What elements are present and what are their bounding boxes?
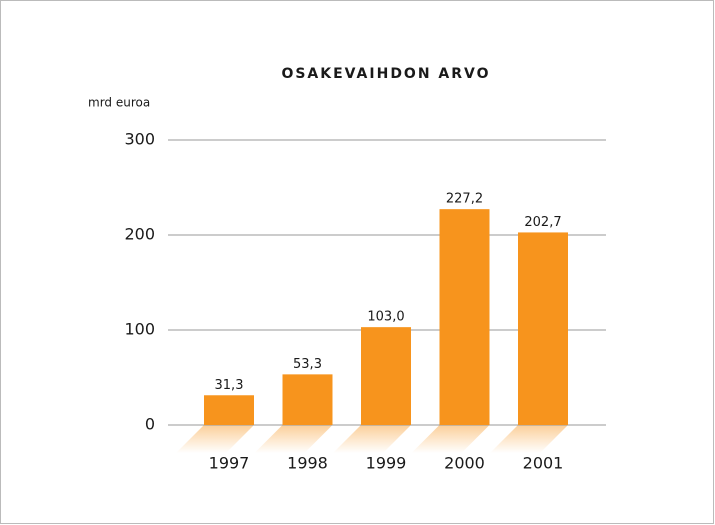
value-label: 202,7 bbox=[524, 215, 561, 230]
y-tick-label: 300 bbox=[124, 130, 155, 149]
bar bbox=[518, 232, 568, 425]
bar bbox=[204, 395, 254, 425]
y-axis-label: mrd euroa bbox=[88, 96, 150, 110]
x-tick-label: 1998 bbox=[287, 454, 328, 473]
value-label: 53,3 bbox=[293, 357, 322, 372]
value-label: 31,3 bbox=[215, 378, 244, 393]
bar bbox=[361, 327, 411, 425]
y-tick-label: 200 bbox=[124, 225, 155, 244]
y-tick-label: 0 bbox=[145, 415, 155, 434]
bar-shadow bbox=[411, 425, 490, 453]
y-tick-label: 100 bbox=[124, 320, 155, 339]
x-tick-label: 1999 bbox=[366, 454, 407, 473]
x-tick-label: 1997 bbox=[209, 454, 250, 473]
bar bbox=[282, 374, 333, 425]
x-tick-label: 2001 bbox=[523, 454, 564, 473]
x-tick-label: 2000 bbox=[444, 454, 485, 473]
value-label: 227,2 bbox=[446, 192, 483, 207]
chart-title: OSAKEVAIHDON ARVO bbox=[281, 66, 490, 82]
bar-shadow bbox=[490, 425, 568, 453]
bar-shadow bbox=[254, 425, 333, 453]
bar-shadow bbox=[176, 425, 254, 453]
value-label: 103,0 bbox=[367, 310, 404, 325]
bar-shadow bbox=[333, 425, 411, 453]
bar bbox=[439, 209, 490, 425]
